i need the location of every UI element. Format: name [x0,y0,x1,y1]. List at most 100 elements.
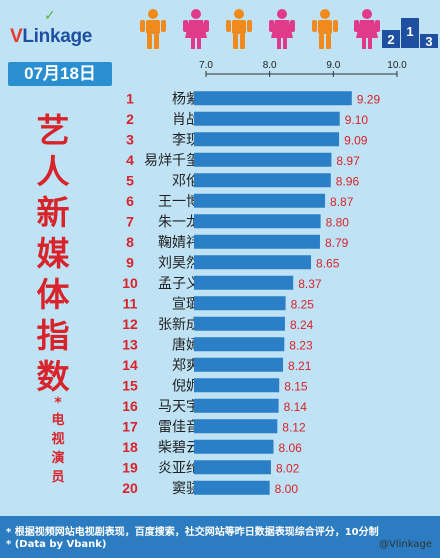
value-label: 8.79 [325,236,349,250]
rank-label: 14 [122,357,138,373]
side-subtitle-char: 电 [51,413,65,428]
bar [194,337,285,352]
value-label: 9.09 [344,133,368,147]
rank-label: 8 [126,234,134,250]
category-label: 柴碧云 [158,440,200,456]
bar [194,316,285,331]
side-subtitle-mark: * [54,395,62,411]
footer-source: * (Data by Vbank) [6,539,107,550]
value-label: 8.25 [291,297,315,311]
rank-label: 15 [122,377,138,393]
category-label: 李现 [172,132,200,148]
bar [194,132,340,147]
rank-label: 1 [126,90,134,106]
rank-label: 10 [122,275,138,291]
logo-wordmark: VLinkage [10,26,92,48]
side-title-char: 数 [36,357,70,396]
bar [194,91,352,106]
value-label: 8.06 [278,441,302,455]
bar [194,460,271,475]
value-label: 8.14 [284,400,308,414]
rank-label: 18 [122,439,138,455]
side-title-char: 媒 [36,234,70,273]
rank-label: 5 [126,172,134,188]
logo-rest: Linkage [22,26,93,47]
side-subtitle-char: 视 [51,432,65,447]
svg-text:1: 1 [406,24,413,39]
person-icon [183,9,209,49]
category-label: 雷佳音 [158,418,200,435]
value-label: 8.12 [282,420,306,434]
category-label: 炎亚纶 [158,460,200,476]
category-label: 倪妮 [172,378,200,394]
bar [194,173,331,188]
person-icon [312,9,338,49]
bar [194,398,279,413]
side-title-char: 人 [36,152,70,191]
value-label: 8.21 [288,359,312,373]
category-label: 宣璐 [172,296,200,312]
rank-label: 17 [122,418,138,434]
category-label: 朱一龙 [158,214,200,230]
bar [194,439,274,454]
footer-note: * 根据视频网站电视剧表现，百度搜索，社交网站等昨日数据表现综合评分，10分制 [6,527,379,538]
category-label: 杨紫 [172,91,200,107]
value-label: 8.87 [330,195,354,209]
category-label: 鞠婧祎 [158,235,200,251]
category-label: 孟子义 [158,276,200,292]
svg-text:3: 3 [425,34,432,48]
side-title-char: 指 [36,316,70,355]
rank-label: 7 [126,213,134,229]
category-label: 马天宇 [158,399,200,415]
value-label: 8.80 [326,215,350,229]
rank-label: 4 [126,152,134,168]
value-label: 9.10 [345,113,369,127]
person-icon [269,9,295,49]
value-label: 8.02 [276,461,300,475]
logo-v: V [10,26,23,47]
rank-label: 13 [122,336,138,352]
x-tick-label: 7.0 [199,60,213,71]
category-label: 窦骁 [172,481,200,497]
x-tick-label: 10.0 [387,60,407,71]
side-subtitle: * 电 视 演 员 [48,395,68,487]
side-title-char: 体 [36,275,70,314]
x-tick-label: 9.0 [326,60,340,71]
bar [194,378,280,393]
footer: * 根据视频网站电视剧表现，百度搜索，社交网站等昨日数据表现综合评分，10分制 … [0,516,440,558]
category-label: 刘昊然 [158,254,200,271]
svg-text:2: 2 [387,32,394,47]
bar [194,255,312,270]
bar [194,296,286,311]
rank-label: 2 [126,111,134,127]
bar-chart: 7.0 8.0 9.0 10.0 1 杨紫 9.29 2 肖战 9.10 3 李现 9.09 4 易烊千玺 8… [122,60,407,497]
rank-label: 6 [126,193,134,209]
value-label: 8.37 [298,277,322,291]
value-label: 8.65 [316,256,340,270]
value-label: 9.29 [357,92,381,106]
side-subtitle-char: 演 [51,451,65,466]
person-icon [140,9,166,49]
person-icon [354,9,380,49]
bar [194,193,326,208]
bar [194,480,270,495]
date-tag: 07月18日 [8,62,112,86]
rank-label: 20 [122,480,138,496]
value-label: 8.15 [284,379,308,393]
bar [194,152,332,167]
bar [194,275,294,290]
person-icon [226,9,252,49]
bar [194,234,320,249]
side-title: 艺 人 新 媒 体 指 数 [28,110,78,397]
category-label: 郑爽 [172,358,200,374]
category-label: 唐嫣 [172,336,200,353]
value-label: 8.00 [275,482,299,496]
watermark: @Vlinkage [379,539,432,550]
category-label: 易烊千玺 [144,153,200,169]
bar [194,419,278,434]
rank-label: 16 [122,398,138,414]
vlinkage-logo: ✓ VLinkage [10,8,110,48]
value-label: 8.97 [336,154,360,168]
rank-label: 9 [126,254,134,270]
category-label: 邓伦 [172,173,200,189]
